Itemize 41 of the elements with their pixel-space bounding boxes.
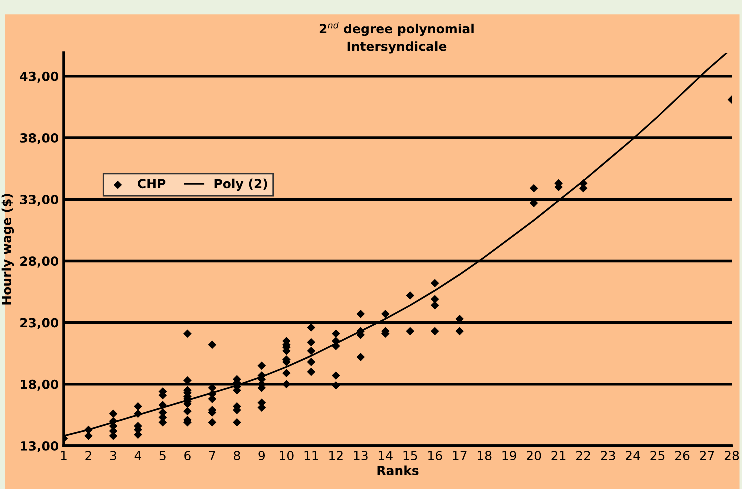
chart-title: 2$^{nd}$ degree polynomial xyxy=(320,22,474,36)
x-tick-label: 1 xyxy=(61,451,67,460)
x-tick-label: 15 xyxy=(404,451,418,461)
x-tick-label: 9 xyxy=(258,451,266,461)
x-tick-label: 18 xyxy=(478,451,492,461)
x-tick-label: 23 xyxy=(601,451,616,461)
y-tick-label: 18,00 xyxy=(21,380,59,391)
x-tick-label: 12 xyxy=(330,451,343,460)
x-tick-label: 16 xyxy=(428,451,442,461)
x-tick-label: 19 xyxy=(502,451,516,461)
x-tick-label: 4 xyxy=(134,451,142,460)
x-tick-label: 8 xyxy=(234,451,240,461)
x-tick-label: 13 xyxy=(354,451,368,461)
x-tick-label: 26 xyxy=(675,451,690,461)
x-tick-label: 22 xyxy=(576,451,590,460)
x-tick-label: 24 xyxy=(626,451,640,460)
x-tick-label: 10 xyxy=(280,451,294,461)
y-tick-label: 33,00 xyxy=(20,195,59,206)
x-tick-label: 27 xyxy=(700,451,714,460)
x-tick-label: 28 xyxy=(724,451,740,461)
legend-label: CHP xyxy=(138,179,166,189)
x-tick-label: 25 xyxy=(650,451,665,461)
x-tick-label: 11 xyxy=(304,451,318,460)
x-tick-label: 21 xyxy=(552,451,566,460)
y-tick-label: 38,00 xyxy=(20,133,59,145)
chart-subtitle: Intersyndicale xyxy=(348,42,447,54)
y-tick-label: 43,00 xyxy=(20,72,59,83)
y-tick-label: 28,00 xyxy=(20,256,59,268)
y-tick-label: 23,00 xyxy=(20,318,59,330)
legend-label: Poly (2) xyxy=(214,178,268,192)
x-tick-label: 17 xyxy=(453,451,467,460)
x-tick-label: 14 xyxy=(379,451,393,460)
x-tick-label: 20 xyxy=(527,451,542,461)
x-axis-title: Ranks xyxy=(378,466,419,476)
x-tick-label: 5 xyxy=(160,451,166,461)
x-tick-label: 7 xyxy=(209,451,216,460)
x-tick-label: 6 xyxy=(184,451,191,461)
x-tick-label: 3 xyxy=(110,451,116,461)
x-tick-label: 2 xyxy=(86,451,92,460)
y-axis-title: Hourly wage ($) xyxy=(2,194,14,305)
y-tick-label: 13,00 xyxy=(21,441,59,453)
